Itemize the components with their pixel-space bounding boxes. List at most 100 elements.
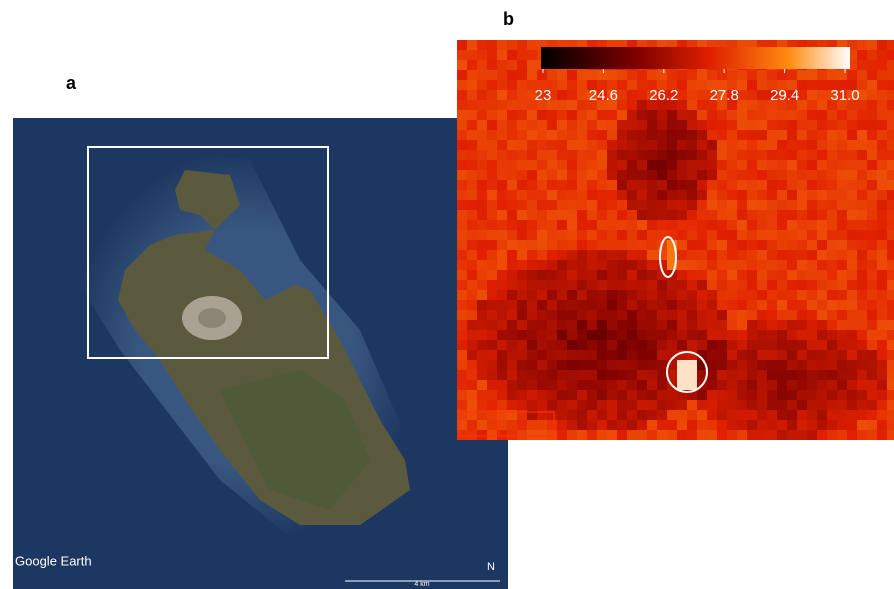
thermal-pixel [887,70,894,80]
thermal-pixel [867,270,877,280]
thermal-pixel [517,400,527,410]
thermal-pixel [647,130,657,140]
thermal-pixel [637,210,647,220]
thermal-pixel [857,370,867,380]
thermal-pixel [877,130,887,140]
thermal-pixel [837,210,847,220]
thermal-pixel [527,190,537,200]
thermal-pixel [607,220,617,230]
thermal-pixel [607,390,617,400]
thermal-pixel [837,290,847,300]
thermal-pixel [637,390,647,400]
thermal-pixel [547,190,557,200]
thermal-pixel [827,300,837,310]
thermal-pixel [687,110,697,120]
thermal-pixel [837,410,847,420]
thermal-pixel [647,400,657,410]
thermal-pixel [607,130,617,140]
thermal-pixel [457,90,467,100]
thermal-pixel [597,310,607,320]
thermal-pixel [777,430,787,440]
thermal-pixel [597,110,607,120]
thermal-pixel [787,310,797,320]
thermal-pixel [807,220,817,230]
thermal-pixel [697,430,707,440]
thermal-pixel [517,120,527,130]
thermal-pixel [577,340,587,350]
thermal-pixel [497,60,507,70]
thermal-pixel [737,380,747,390]
thermal-pixel [857,170,867,180]
thermal-pixel [637,310,647,320]
thermal-pixel [567,170,577,180]
thermal-pixel [777,170,787,180]
thermal-pixel [607,240,617,250]
thermal-pixel [877,360,887,370]
thermal-pixel [487,420,497,430]
thermal-pixel [787,150,797,160]
thermal-pixel [847,420,857,430]
thermal-pixel [547,290,557,300]
thermal-pixel [657,330,667,340]
thermal-pixel [577,370,587,380]
thermal-pixel [567,80,577,90]
thermal-pixel [797,260,807,270]
thermal-pixel [707,330,717,340]
thermal-pixel [567,230,577,240]
thermal-pixel [597,220,607,230]
thermal-pixel [637,70,647,80]
thermal-pixel [647,210,657,220]
thermal-pixel [487,290,497,300]
thermal-pixel [787,230,797,240]
thermal-pixel [747,240,757,250]
thermal-pixel [617,330,627,340]
thermal-pixel [627,120,637,130]
thermal-pixel [617,290,627,300]
thermal-pixel [457,190,467,200]
thermal-pixel [467,340,477,350]
thermal-pixel [737,350,747,360]
thermal-pixel [847,140,857,150]
thermal-pixel [557,120,567,130]
thermal-pixel [507,370,517,380]
thermal-pixel [687,330,697,340]
thermal-pixel [557,300,567,310]
thermal-pixel [847,410,857,420]
thermal-pixel [667,430,677,440]
thermal-pixel [537,210,547,220]
thermal-pixel [657,300,667,310]
thermal-pixel [497,370,507,380]
thermal-pixel [567,160,577,170]
thermal-pixel [697,160,707,170]
thermal-pixel [587,130,597,140]
thermal-pixel [877,230,887,240]
thermal-pixel [487,230,497,240]
thermal-pixel [687,180,697,190]
thermal-pixel [497,160,507,170]
thermal-pixel [457,330,467,340]
thermal-pixel [477,310,487,320]
thermal-pixel [577,420,587,430]
thermal-pixel [797,270,807,280]
thermal-pixel [557,280,567,290]
thermal-pixel [847,110,857,120]
thermal-pixel [887,380,894,390]
thermal-pixel [777,410,787,420]
thermal-pixel [487,430,497,440]
thermal-pixel [467,190,477,200]
thermal-pixel [597,390,607,400]
thermal-pixel [887,60,894,70]
thermal-pixel [827,390,837,400]
thermal-pixel [477,260,487,270]
thermal-pixel [527,320,537,330]
crater-core [198,308,226,328]
thermal-pixel [567,420,577,430]
thermal-pixel [847,150,857,160]
thermal-pixel [517,170,527,180]
thermal-pixel [837,220,847,230]
thermal-pixel [607,370,617,380]
thermal-pixel [557,290,567,300]
thermal-pixel [887,420,894,430]
thermal-pixel [747,200,757,210]
thermal-pixel [767,250,777,260]
